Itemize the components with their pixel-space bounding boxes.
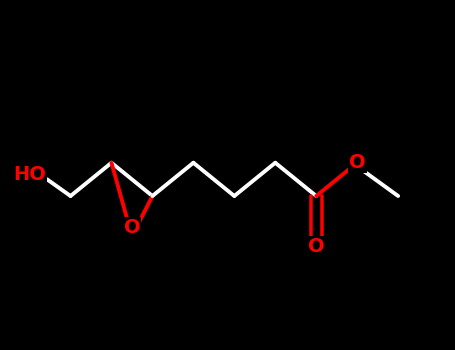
Text: O: O [124,218,140,237]
Text: HO: HO [13,166,46,184]
Text: O: O [308,237,324,256]
Text: O: O [349,153,365,172]
